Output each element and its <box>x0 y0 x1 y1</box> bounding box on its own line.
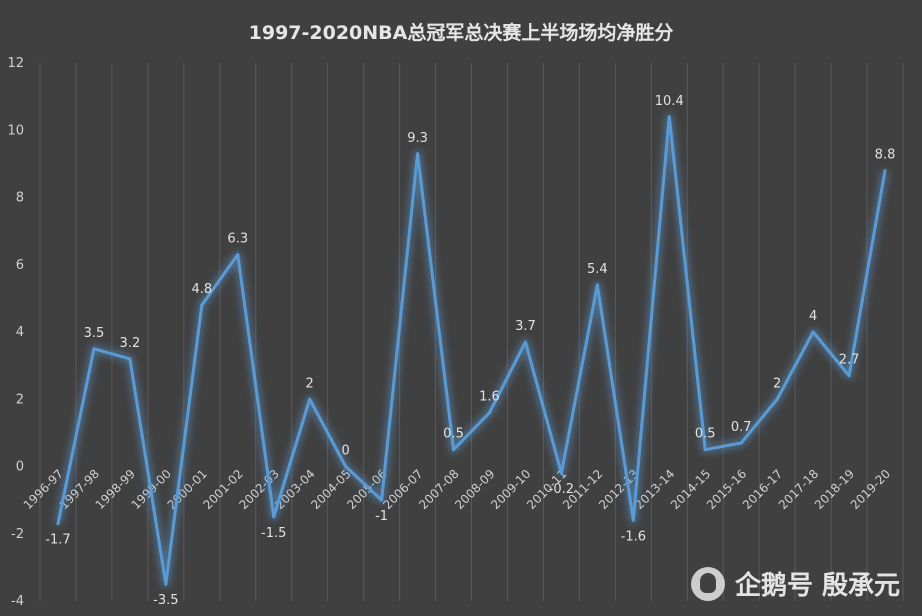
data-point <box>272 515 276 519</box>
data-label: 0 <box>342 444 350 459</box>
y-tick-label: 6 <box>16 258 24 273</box>
data-label: 4 <box>809 309 817 324</box>
data-point <box>631 518 635 522</box>
data-point <box>380 498 384 502</box>
data-point <box>164 582 168 586</box>
data-label: 3.5 <box>84 326 105 341</box>
chart-title: 1997-2020NBA总冠军总决赛上半场场均净胜分 <box>248 22 674 44</box>
y-tick-label: 8 <box>16 191 24 206</box>
data-label: 2.7 <box>839 353 860 368</box>
data-label: 3.2 <box>120 336 141 351</box>
data-label: 1.6 <box>479 390 500 405</box>
data-point <box>667 115 671 119</box>
data-point <box>559 471 563 475</box>
watermark-text: 企鹅号 殷承元 <box>734 571 900 601</box>
y-tick-label: -4 <box>11 594 24 609</box>
data-label: -1 <box>375 509 388 524</box>
data-label: -3.5 <box>153 593 178 608</box>
series-line <box>56 115 887 586</box>
data-point <box>487 411 491 415</box>
y-tick-label: 2 <box>16 392 24 407</box>
data-label: 4.8 <box>191 282 212 297</box>
data-label: 3.7 <box>515 319 536 334</box>
data-label: 0.7 <box>731 420 752 435</box>
data-point <box>595 283 599 287</box>
y-tick-label: 10 <box>7 123 24 138</box>
data-label: 8.8 <box>875 148 896 163</box>
data-label: 0.5 <box>695 427 716 442</box>
y-tick-label: -2 <box>11 527 24 542</box>
data-point <box>236 253 240 257</box>
data-point <box>811 330 815 334</box>
x-tick-label: 2019-20 <box>848 467 893 512</box>
data-point <box>344 465 348 468</box>
data-point <box>56 522 60 526</box>
data-point <box>775 397 779 401</box>
data-label: 10.4 <box>655 94 684 109</box>
y-tick-label: 0 <box>16 460 24 475</box>
data-point <box>416 152 420 156</box>
data-point <box>703 448 707 452</box>
data-label: 2 <box>306 376 314 391</box>
data-point <box>200 303 204 307</box>
data-point <box>739 441 743 445</box>
data-point <box>128 357 132 361</box>
data-label: -0.2 <box>549 482 574 497</box>
y-tick-label: 4 <box>16 325 24 340</box>
data-point <box>847 374 851 378</box>
data-label: 2 <box>773 376 781 391</box>
data-point <box>883 169 887 173</box>
data-label: -1.6 <box>621 529 646 544</box>
data-point <box>452 448 456 452</box>
y-tick-label: 12 <box>7 56 24 71</box>
data-label: -1.7 <box>45 533 70 548</box>
watermark: 企鹅号 殷承元 <box>690 565 900 602</box>
data-label: 9.3 <box>407 131 428 146</box>
data-point <box>308 397 312 401</box>
data-label: -1.5 <box>261 526 286 541</box>
data-point <box>92 347 96 351</box>
data-point <box>523 340 527 344</box>
data-label: 6.3 <box>227 232 248 247</box>
penguin-icon <box>690 566 725 601</box>
data-label: 0.5 <box>443 427 464 442</box>
data-label: 5.4 <box>587 262 608 277</box>
